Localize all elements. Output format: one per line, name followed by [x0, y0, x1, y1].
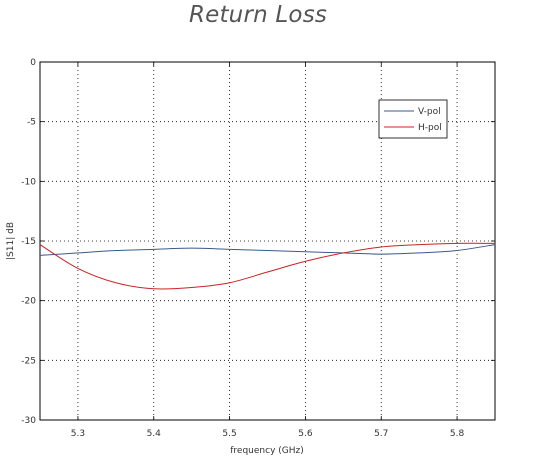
y-tick-label: -10 — [21, 177, 36, 187]
chart-title: Return Loss — [188, 2, 328, 28]
x-tick-label: 5.6 — [298, 429, 313, 439]
y-tick-label: -15 — [21, 237, 36, 247]
x-tick-label: 5.4 — [147, 429, 162, 439]
y-tick-label: -30 — [21, 416, 36, 426]
y-tick-label: -25 — [21, 356, 36, 366]
series-lines — [39, 242, 496, 290]
x-tick-label: 5.3 — [71, 429, 85, 439]
x-axis-ticks: 5.3 5.4 5.5 5.6 5.7 5.8 — [71, 62, 465, 439]
x-tick-label: 5.8 — [450, 429, 465, 439]
y-tick-label: -20 — [21, 297, 36, 307]
series-line-h-pol — [39, 242, 496, 290]
legend-label-v-pol: V-pol — [418, 107, 441, 117]
legend: V-pol H-pol — [378, 99, 448, 139]
y-tick-label: 0 — [30, 58, 36, 68]
x-tick-label: 5.5 — [222, 429, 236, 439]
legend-box — [378, 99, 448, 139]
x-tick-label: 5.7 — [374, 429, 388, 439]
legend-label-h-pol: H-pol — [418, 123, 442, 133]
y-axis-label: |S11| dB — [6, 222, 16, 260]
series-line-v-pol — [39, 244, 496, 256]
x-axis-label: frequency (GHz) — [230, 446, 304, 456]
y-axis-ticks: 0 -5 -10 -15 -20 -25 -30 — [21, 58, 495, 426]
y-tick-label: -5 — [27, 118, 36, 128]
